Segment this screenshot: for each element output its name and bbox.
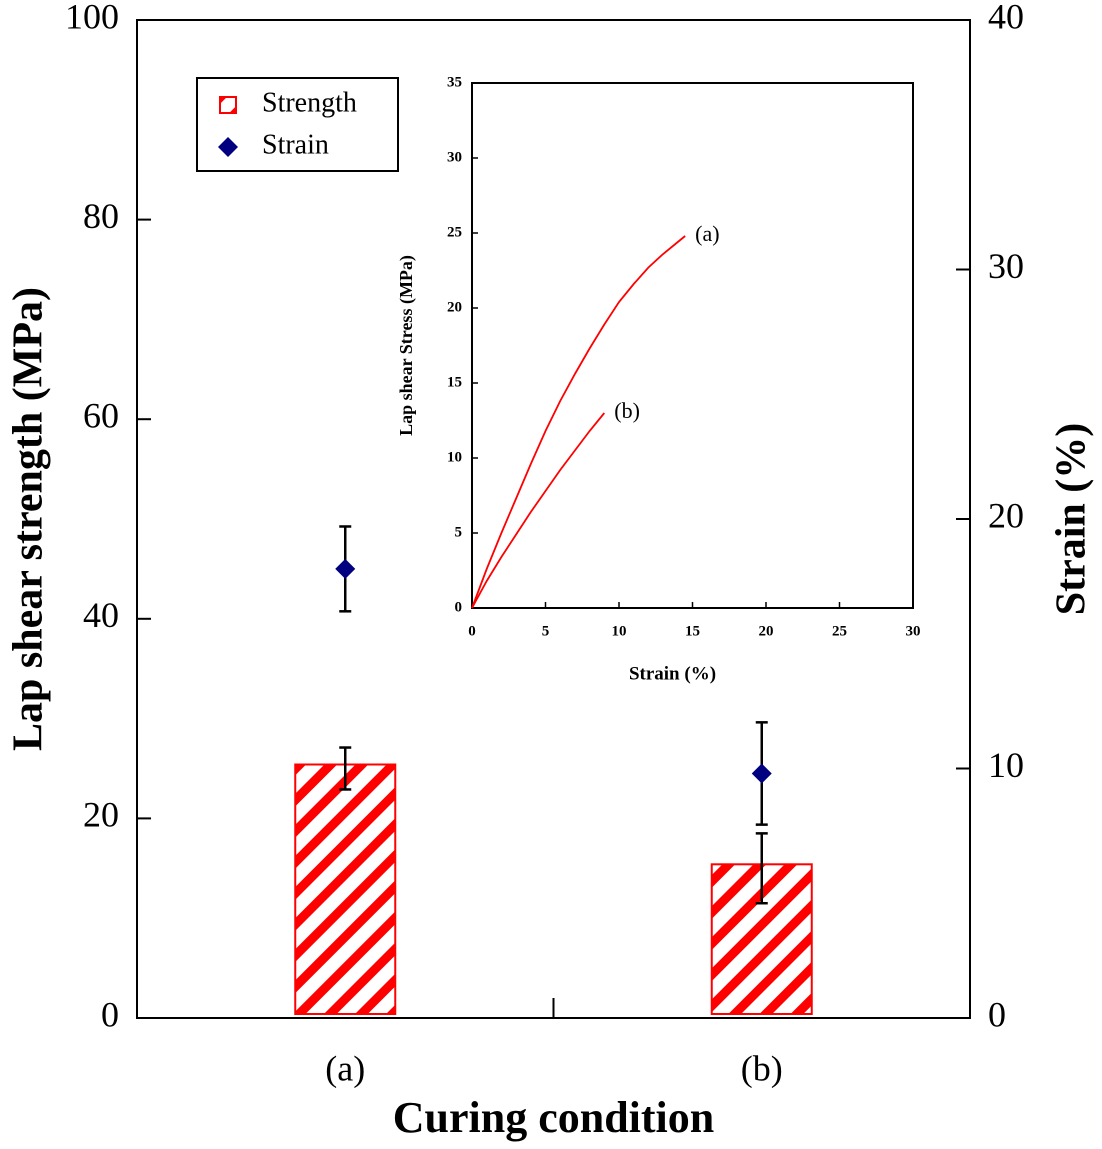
- error-bar: [755, 832, 768, 905]
- y-axis-title: Lap shear strength (MPa): [6, 287, 52, 751]
- y-tick-label: 60: [83, 395, 119, 435]
- y-tick-label: 20: [447, 299, 462, 315]
- error-bar: [339, 746, 352, 791]
- y-tick-label: 5: [455, 524, 463, 540]
- bar: [294, 763, 397, 1015]
- y-tick-label: 15: [447, 374, 462, 390]
- curve: [471, 235, 686, 609]
- x-axis-title: Strain (%): [629, 663, 716, 684]
- y-tick-label: 0: [101, 994, 119, 1034]
- y-tick-label: 35: [447, 74, 462, 90]
- legend-label: Strength: [262, 87, 357, 118]
- y-tick-label: 0: [455, 599, 463, 615]
- curve: [471, 412, 605, 609]
- curve-label: (b): [614, 398, 640, 423]
- x-tick-label: (a): [325, 1048, 365, 1088]
- strain-marker: [751, 763, 772, 784]
- legend-label: Strain: [262, 129, 329, 160]
- legend-box: [196, 77, 399, 172]
- y-tick-label: 25: [447, 224, 462, 240]
- x-tick-label: 10: [612, 623, 627, 639]
- inset-frame: [471, 82, 914, 609]
- x-tick-label: (b): [741, 1048, 783, 1088]
- curve-label: (a): [695, 221, 719, 246]
- y-tick-label: 30: [447, 149, 462, 165]
- legend-swatch: [218, 137, 238, 157]
- y-tick-label: 100: [65, 0, 119, 36]
- y2-tick-label: 30: [988, 246, 1024, 286]
- y2-axis-title: Strain (%): [1049, 423, 1095, 616]
- y-tick-label: 20: [83, 795, 119, 835]
- y-tick-label: 40: [83, 595, 119, 635]
- y-axis-title: Lap shear Stress (MPa): [396, 255, 417, 436]
- legend-swatch: [219, 96, 237, 114]
- y-tick-label: 80: [83, 196, 119, 236]
- y2-tick-label: 0: [988, 994, 1006, 1034]
- y2-tick-label: 20: [988, 495, 1024, 535]
- x-tick-label: 5: [542, 623, 550, 639]
- x-tick-label: 25: [832, 623, 847, 639]
- x-tick-label: 20: [759, 623, 774, 639]
- x-tick-label: 0: [468, 623, 476, 639]
- strain-marker: [335, 558, 356, 579]
- y2-tick-label: 10: [988, 745, 1024, 785]
- y2-tick-label: 40: [988, 0, 1024, 36]
- x-axis-title: Curing condition: [393, 1093, 715, 1142]
- x-tick-label: 30: [906, 623, 921, 639]
- y-tick-label: 10: [447, 449, 462, 465]
- x-tick-label: 15: [685, 623, 700, 639]
